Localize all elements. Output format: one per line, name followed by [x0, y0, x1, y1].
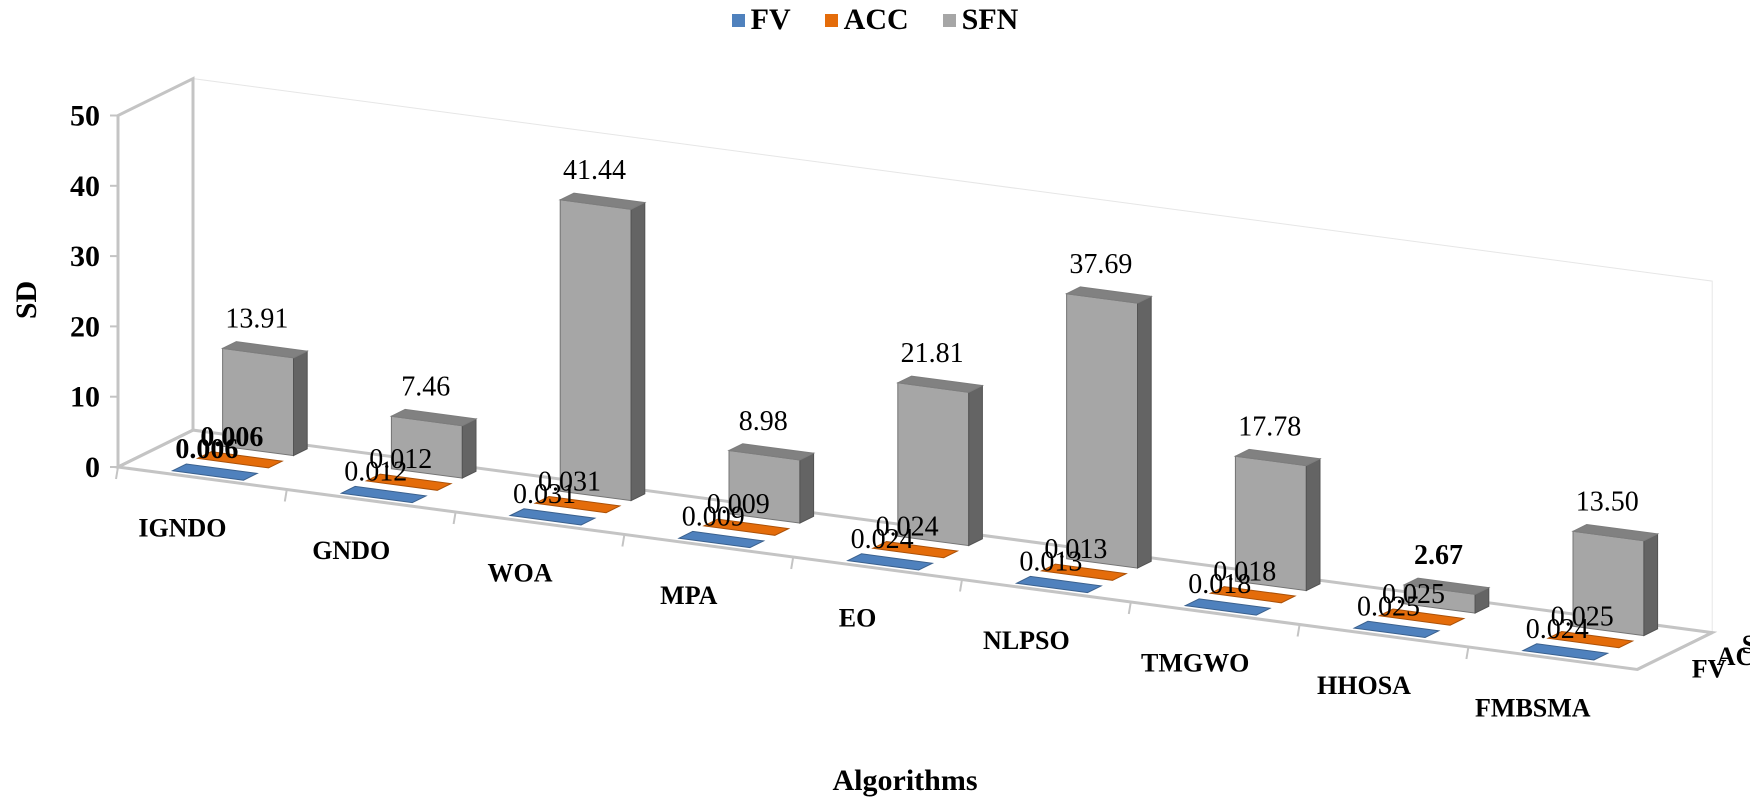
x-tick-mark	[283, 489, 288, 502]
bar-sfn-hhosa	[1402, 577, 1491, 614]
x-tick-label-eo: EO	[839, 603, 877, 632]
bar-sfn-eo	[896, 375, 985, 547]
data-label-acc-woa: 0.031	[538, 467, 601, 498]
bar-fv-eo	[846, 553, 935, 571]
x-tick-label-tmgwo: TMGWO	[1141, 648, 1249, 677]
x-tick-mark	[790, 556, 795, 570]
bar-fv-gndo	[339, 485, 428, 504]
legend-item-acc: ACC	[824, 3, 909, 37]
y-tick-label: 40	[70, 170, 100, 203]
data-label-fv-nlpso: 0.013	[1019, 547, 1082, 578]
legend-swatch-acc	[824, 13, 838, 27]
bar-sfn-mpa	[727, 443, 816, 524]
bar-sfn-gndo	[389, 408, 478, 479]
data-label-sfn-woa: 41.44	[563, 155, 626, 186]
legend: FV ACC SFN	[0, 0, 1750, 40]
bar-acc-fmbsma	[1546, 630, 1635, 649]
data-label-sfn-tmgwo: 17.78	[1238, 412, 1301, 443]
x-tick-mark	[1465, 646, 1470, 660]
bar-acc-tmgwo	[1208, 586, 1297, 604]
data-label-fv-eo: 0.024	[851, 524, 914, 555]
x-tick-mark	[1127, 601, 1132, 615]
x-tick-mark	[621, 534, 626, 547]
bar-acc-nlpso	[1039, 563, 1128, 581]
bar-sfn-woa	[558, 192, 647, 502]
bar-acc-gndo	[364, 473, 453, 491]
legend-label-acc: ACC	[843, 3, 909, 36]
labels-layer: 0 10 20 30 40 50 IGNDO GNDO WOA MPA EO NLPSO TMGWO HH…	[70, 100, 1750, 723]
x-axis-title: Algorithms	[833, 764, 978, 797]
axes-layer	[110, 76, 1718, 672]
data-label-sfn-hhosa: 2.67	[1414, 540, 1463, 571]
bar-sfn-tmgwo	[1233, 448, 1322, 592]
depth-axis	[1636, 631, 1713, 671]
legend-item-sfn: SFN	[942, 3, 1019, 37]
x-tick-mark	[115, 466, 119, 480]
y-tick-label: 30	[70, 240, 100, 273]
data-label-sfn-nlpso: 37.69	[1069, 249, 1132, 280]
bar-acc-mpa	[702, 518, 791, 536]
bar-fv-hhosa	[1352, 620, 1441, 639]
data-label-sfn-mpa: 8.98	[739, 406, 788, 437]
x-tick-label-fmbsma: FMBSMA	[1475, 693, 1591, 722]
bar-sfn-nlpso	[1064, 286, 1153, 569]
x-tick-mark	[1296, 624, 1301, 637]
data-label-sfn-gndo: 7.46	[401, 372, 450, 403]
data-label-acc-igndo: 0.006	[200, 422, 263, 453]
legend-label-sfn: SFN	[961, 3, 1019, 36]
x-tick-mark	[452, 511, 457, 525]
data-label-acc-eo: 0.024	[876, 512, 939, 543]
bar-fv-fmbsma	[1521, 643, 1610, 661]
bar-acc-woa	[533, 495, 622, 514]
data-label-acc-tmgwo: 0.018	[1213, 557, 1276, 588]
x-tick-label-igndo: IGNDO	[138, 513, 226, 542]
bar-fv-nlpso	[1014, 575, 1103, 594]
data-label-sfn-fmbsma: 13.50	[1576, 487, 1639, 518]
data-label-acc-nlpso: 0.013	[1044, 534, 1107, 565]
side-wall	[116, 76, 195, 470]
bar-fv-igndo	[170, 463, 259, 481]
data-label-fv-hhosa: 0.025	[1357, 591, 1420, 622]
x-tick-label-mpa: MPA	[660, 581, 717, 610]
bar-acc-eo	[871, 540, 960, 559]
bar-fv-mpa	[677, 530, 766, 549]
y-tick-label: 10	[70, 381, 100, 414]
x-tick-mark	[959, 579, 963, 592]
legend-swatch-sfn	[942, 13, 956, 27]
legend-swatch-fv	[731, 13, 745, 27]
bar-fv-tmgwo	[1183, 598, 1272, 616]
bar-sfn-fmbsma	[1571, 523, 1660, 637]
bar-acc-hhosa	[1377, 608, 1466, 626]
data-label-acc-hhosa: 0.025	[1382, 579, 1445, 610]
data-label-sfn-igndo: 13.91	[225, 304, 288, 335]
bars-layer	[170, 192, 1660, 661]
data-label-acc-gndo: 0.012	[369, 444, 432, 475]
data-label-fv-fmbsma: 0.024	[1526, 614, 1589, 645]
x-tick-label-nlpso: NLPSO	[983, 626, 1070, 655]
data-label-fv-mpa: 0.009	[682, 502, 745, 533]
x-tick-label-gndo: GNDO	[312, 536, 390, 565]
legend-item-fv: FV	[731, 3, 791, 37]
y-tick-label: 0	[85, 451, 100, 484]
data-label-fv-igndo: 0.006	[175, 434, 238, 465]
x-tick-label-hhosa: HHOSA	[1317, 671, 1411, 700]
y-tick-label: 50	[70, 100, 100, 133]
data-label-fv-woa: 0.031	[513, 479, 576, 510]
depth-label-fv: FV	[1692, 654, 1727, 683]
data-label-fv-tmgwo: 0.018	[1188, 569, 1251, 600]
bar-sfn-igndo	[220, 341, 309, 457]
x-tick-label-woa: WOA	[488, 558, 553, 587]
data-label-fv-gndo: 0.012	[344, 457, 407, 488]
depth-label-sfn: SFN	[1742, 630, 1750, 659]
y-axis-title: SD	[10, 281, 43, 319]
depth-label-acc: ACC	[1717, 642, 1750, 671]
data-label-acc-fmbsma: 0.025	[1551, 602, 1614, 633]
data-label-sfn-eo: 21.81	[901, 338, 964, 369]
y-tick-label: 20	[70, 310, 100, 343]
bar-fv-woa	[508, 508, 597, 526]
data-label-acc-mpa: 0.009	[707, 489, 770, 520]
bar-acc-igndo	[195, 451, 284, 469]
legend-label-fv: FV	[750, 3, 791, 36]
